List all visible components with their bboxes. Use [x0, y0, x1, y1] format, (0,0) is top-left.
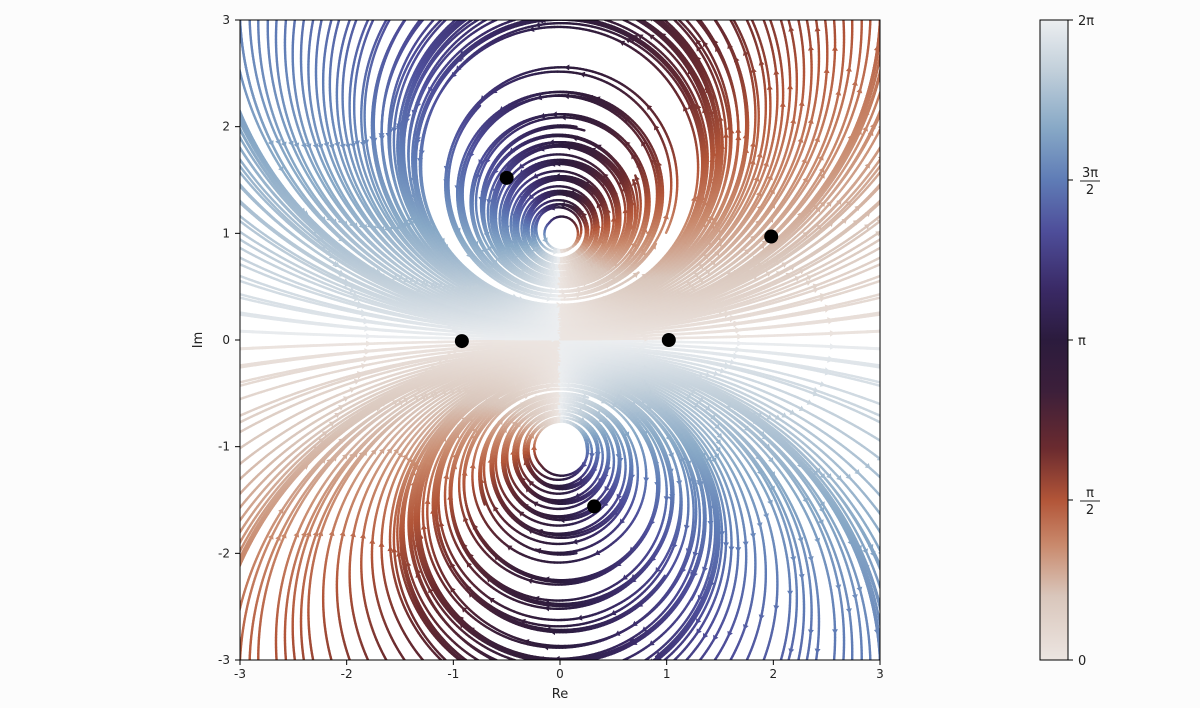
- x-tick-label: 1: [663, 667, 671, 681]
- y-tick-label: -2: [218, 546, 230, 560]
- marker-dot: [587, 499, 601, 513]
- y-tick-label: -3: [218, 653, 230, 667]
- colorbar-tick-label: 3π2: [1080, 166, 1100, 198]
- x-tick-label: 3: [876, 667, 884, 681]
- y-tick-label: 2: [222, 120, 230, 134]
- marker-dot: [500, 171, 514, 185]
- colorbar-tick-label: π2: [1080, 486, 1100, 518]
- y-tick-label: 3: [222, 13, 230, 27]
- y-tick-label: -1: [218, 440, 230, 454]
- y-tick-label: 0: [222, 333, 230, 347]
- x-tick-label: -1: [447, 667, 459, 681]
- colorbar-tick-label: 2π: [1078, 14, 1094, 29]
- colorbar: [1040, 20, 1068, 660]
- colorbar-tick-label: π: [1078, 334, 1086, 349]
- y-tick-label: 1: [222, 226, 230, 240]
- marker-dot: [764, 230, 778, 244]
- x-tick-label: 0: [556, 667, 564, 681]
- colorbar-tick-label: 0: [1078, 654, 1086, 669]
- x-tick-label: -3: [234, 667, 246, 681]
- marker-dot: [455, 334, 469, 348]
- x-axis-label: Re: [552, 687, 568, 702]
- marker-dot: [662, 333, 676, 347]
- x-tick-label: -2: [341, 667, 353, 681]
- y-axis-label: Im: [191, 332, 206, 349]
- x-tick-label: 2: [770, 667, 778, 681]
- figure: -3 -2 -1 0 1 2 3 -3 -2 -1 0 1 2 3 Re Im 0 π2 π 3π2 2π: [0, 0, 1200, 708]
